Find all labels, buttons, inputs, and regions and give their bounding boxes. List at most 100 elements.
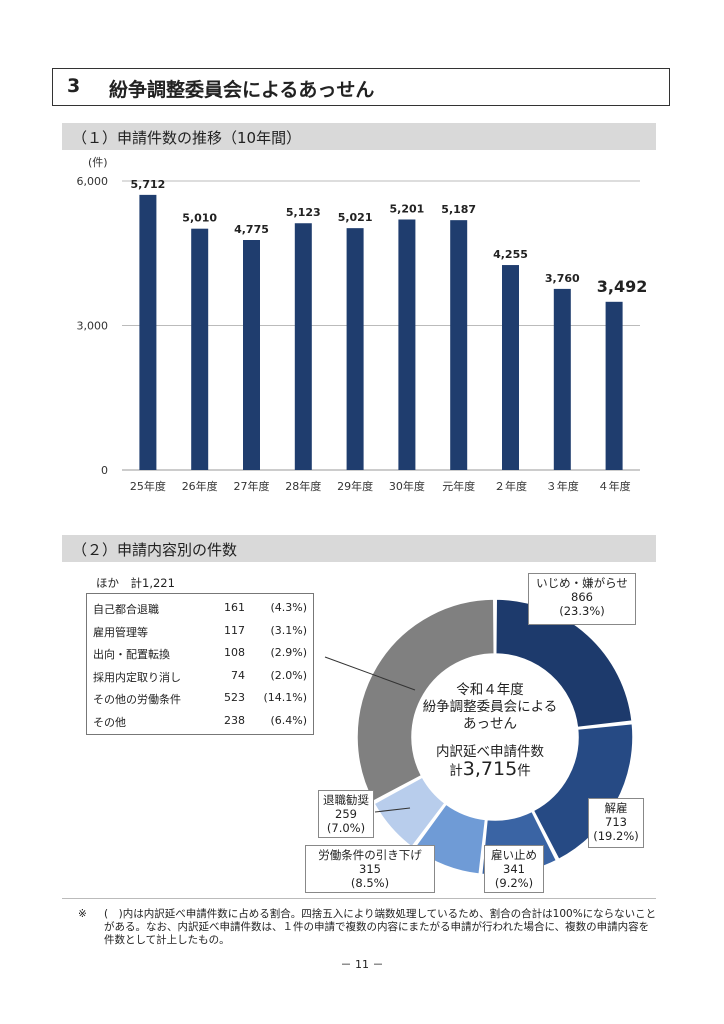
label-dismissal: 解雇 713 (19.2%) xyxy=(588,798,644,848)
x-tick-label: 30年度 xyxy=(389,479,425,493)
center-total: 計3,715件 xyxy=(405,758,575,780)
bar xyxy=(139,194,157,470)
others-row-pct: (2.0%) xyxy=(270,668,307,682)
bar-value-label: 5,187 xyxy=(441,203,476,216)
others-row-pct: (3.1%) xyxy=(270,623,307,637)
others-row: 出向・配置転換 108 (2.9%) xyxy=(93,642,309,664)
y-tick-label: 0 xyxy=(101,464,108,477)
bar xyxy=(191,228,209,470)
label-bullying-pct: (23.3%) xyxy=(559,604,605,618)
donut-slice xyxy=(356,598,496,803)
center-line-2: 紛争調整委員会による xyxy=(422,699,558,715)
others-row-pct: (6.4%) xyxy=(270,713,307,727)
others-heading: ほか 計1,221 xyxy=(96,576,175,590)
others-row-count: 161 xyxy=(224,601,245,614)
total-value: 3,715 xyxy=(462,758,518,780)
label-dismissal-name: 解雇 xyxy=(604,801,628,815)
bar xyxy=(294,223,312,470)
label-downgrade-count: 315 xyxy=(359,862,381,876)
bar-value-label: 3,492 xyxy=(597,277,648,296)
bar-value-label: 5,712 xyxy=(131,178,166,191)
others-table: 自己都合退職 161 (4.3%) 雇用管理等 117 (3.1%) 出向・配置転換 108 (… xyxy=(86,593,314,735)
others-row-count: 108 xyxy=(224,646,245,659)
x-tick-label: ３年度 xyxy=(546,479,579,493)
bar-value-label: 3,760 xyxy=(545,272,580,285)
bar-value-label: 5,010 xyxy=(182,212,217,225)
subsection-header-2: （２）申請内容別の件数 xyxy=(62,535,656,562)
center-line-1: 令和４年度 xyxy=(456,682,524,698)
others-row: その他の労働条件 523 (14.1%) xyxy=(93,687,309,709)
others-row-count: 238 xyxy=(224,713,245,727)
label-nonrenewal-count: 341 xyxy=(503,862,525,876)
others-row-pct: (14.1%) xyxy=(263,691,307,704)
bar-value-label: 5,201 xyxy=(390,202,425,215)
others-row: その他 238 (6.4%) xyxy=(93,710,309,732)
donut-slice xyxy=(532,722,634,861)
x-tick-label: 28年度 xyxy=(285,479,321,493)
label-retirement-name: 退職勧奨 xyxy=(323,793,369,807)
subsection-header-1: （１）申請件数の推移（10年間） xyxy=(62,123,656,150)
center-line-3: あっせん xyxy=(463,716,517,732)
others-row-name: 採用内定取り消し xyxy=(93,670,181,684)
bar-value-label: 5,123 xyxy=(286,206,321,219)
others-row-name: 自己都合退職 xyxy=(93,603,159,616)
label-bullying-name: いじめ・嫌がらせ xyxy=(536,576,628,590)
x-tick-label: 25年度 xyxy=(130,479,166,493)
y-tick-label: 3,000 xyxy=(77,320,109,333)
bar-value-label: 5,021 xyxy=(338,211,373,224)
bar xyxy=(450,220,468,470)
others-row-pct: (4.3%) xyxy=(270,601,307,614)
label-downgrade: 労働条件の引き下げ 315 (8.5%) xyxy=(305,845,435,893)
others-row: 自己都合退職 161 (4.3%) xyxy=(93,597,309,619)
others-row: 雇用管理等 117 (3.1%) xyxy=(93,620,309,642)
total-prefix: 計 xyxy=(449,763,463,779)
section-title: 3 紛争調整委員会によるあっせん xyxy=(52,68,670,106)
others-row-pct: (2.9%) xyxy=(270,646,307,659)
label-retirement-count: 259 xyxy=(335,807,357,821)
x-tick-label: 29年度 xyxy=(337,479,373,493)
subsection-title-1: （１）申請件数の推移（10年間） xyxy=(72,129,302,147)
label-retirement: 退職勧奨 259 (7.0%) xyxy=(318,790,374,838)
label-nonrenewal-pct: (9.2%) xyxy=(494,876,534,890)
bar xyxy=(553,288,571,470)
others-row-name: 雇用管理等 xyxy=(93,625,148,639)
bar xyxy=(398,219,416,470)
bar xyxy=(502,265,519,470)
section-number: 3 xyxy=(67,75,81,97)
footnote-text: ( )内は内訳延べ申請件数に占める割合。四捨五入により端数処理しているため、割合… xyxy=(104,908,657,946)
others-row-count: 117 xyxy=(224,623,245,637)
center-line-4: 内訳延べ申請件数 xyxy=(436,744,544,760)
label-dismissal-count: 713 xyxy=(605,815,627,829)
label-downgrade-name: 労働条件の引き下げ xyxy=(318,848,422,862)
others-row-name: その他の労働条件 xyxy=(93,693,181,706)
bar-value-label: 4,775 xyxy=(234,223,269,236)
retire-leader-line xyxy=(374,807,411,813)
x-tick-label: 27年度 xyxy=(234,479,270,493)
footer-divider xyxy=(62,898,656,899)
footnote-mark: ※ xyxy=(78,908,87,920)
subsection-title-2: （２）申請内容別の件数 xyxy=(72,541,238,559)
x-tick-label: 元年度 xyxy=(442,479,475,493)
y-tick-label: 6,000 xyxy=(77,175,109,188)
bar xyxy=(346,228,364,470)
x-tick-label: 26年度 xyxy=(182,479,218,493)
bar xyxy=(605,301,623,470)
others-row-name: その他 xyxy=(93,715,126,729)
bar-chart: (件) 0 3,000 6,000 5,712 25年度 5,010 26年度 4,775 2… xyxy=(77,156,648,493)
donut-slice xyxy=(373,776,446,849)
bar-value-label: 4,255 xyxy=(493,248,528,261)
others-row: 採用内定取り消し 74 (2.0%) xyxy=(93,665,309,687)
label-bullying: いじめ・嫌がらせ 866 (23.3%) xyxy=(528,573,636,625)
section-heading: 紛争調整委員会によるあっせん xyxy=(109,79,375,101)
label-dismissal-pct: (19.2%) xyxy=(593,829,639,843)
x-tick-label: ２年度 xyxy=(494,479,527,493)
others-row-count: 74 xyxy=(231,668,245,682)
label-retirement-pct: (7.0%) xyxy=(326,821,366,835)
label-nonrenewal-name: 雇い止め xyxy=(491,848,537,862)
others-row-count: 523 xyxy=(224,691,245,704)
unit-label: (件) xyxy=(88,156,108,169)
others-row-name: 出向・配置転換 xyxy=(93,648,170,661)
label-nonrenewal: 雇い止め 341 (9.2%) xyxy=(484,845,544,893)
label-downgrade-pct: (8.5%) xyxy=(350,876,390,890)
x-tick-label: ４年度 xyxy=(598,479,631,493)
